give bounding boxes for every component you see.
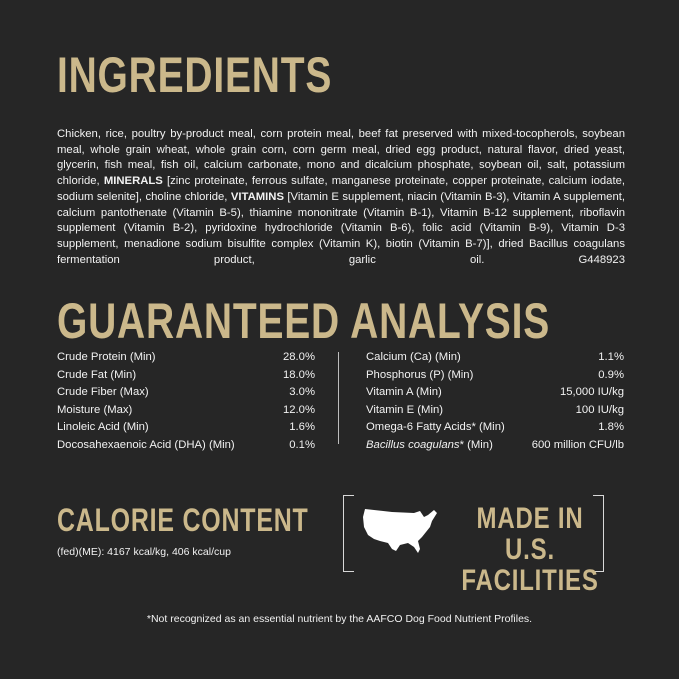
- badge-line-1: MADE IN U.S.: [476, 502, 584, 566]
- analysis-row: Linoleic Acid (Min) 1.6%: [57, 419, 315, 437]
- analysis-row: Crude Protein (Min) 28.0%: [57, 349, 315, 367]
- nutrient-label: Vitamin A (Min): [366, 386, 442, 399]
- nutrient-label: Crude Protein (Min): [57, 351, 156, 363]
- nutrient-value: 0.1%: [289, 438, 315, 451]
- ingredients-text: Chicken, rice, poultry by-product meal, …: [57, 127, 625, 268]
- analysis-right-column: Calcium (Ca) (Min) 1.1% Phosphorus (P) (M…: [366, 349, 624, 455]
- analysis-row: Omega-6 Fatty Acids* (Min) 1.8%: [366, 419, 624, 437]
- analysis-title: GUARANTEED ANALYSIS: [57, 293, 550, 349]
- analysis-left-column: Crude Protein (Min) 28.0% Crude Fat (Min)…: [57, 349, 315, 455]
- nutrient-value: 0.9%: [598, 368, 624, 381]
- nutrient-value: 1.8%: [598, 421, 624, 434]
- usa-map-icon: [363, 509, 437, 553]
- nutrient-label-italic: Bacillus coagulans: [366, 438, 460, 451]
- analysis-row: Phosphorus (P) (Min) 0.9%: [366, 367, 624, 385]
- nutrient-label: Moisture (Max): [57, 403, 133, 416]
- ingredients-part-1: Chicken, rice, poultry by-product meal, …: [57, 128, 625, 188]
- nutrient-value: 100 IU/kg: [575, 403, 624, 416]
- analysis-row: Docosahexaenoic Acid (DHA) (Min) 0.1%: [57, 437, 315, 455]
- footnote: *Not recognized as an essential nutrient…: [146, 613, 533, 625]
- ingredients-part-2: [zinc proteinate, ferrous sulfate, manga…: [57, 175, 625, 203]
- nutrient-label: Phosphorus (P) (Min): [366, 368, 474, 381]
- nutrient-label: Omega-6 Fatty Acids* (Min): [366, 421, 505, 434]
- minerals-label: MINERALS: [103, 175, 163, 188]
- nutrient-value: 15,000 IU/kg: [559, 386, 624, 399]
- nutrient-value: 18.0%: [282, 368, 315, 381]
- ingredients-part-3: [Vitamin E supplement, niacin (Vitamin B…: [57, 190, 626, 266]
- nutrient-value: 12.0%: [282, 403, 315, 416]
- vitamins-label: VITAMINS: [230, 190, 284, 203]
- nutrient-value: 1.1%: [598, 351, 624, 363]
- nutrient-label: Bacillus coagulans* (Min): [366, 437, 493, 455]
- nutrient-label: Calcium (Ca) (Min): [366, 351, 461, 363]
- bracket-left: [343, 495, 354, 572]
- nutrient-value: 1.6%: [289, 421, 315, 434]
- nutrient-label: Vitamin E (Min): [366, 403, 444, 416]
- analysis-row: Crude Fiber (Max) 3.0%: [57, 384, 315, 402]
- nutrient-value: 3.0%: [289, 386, 315, 399]
- analysis-row: Moisture (Max) 12.0%: [57, 402, 315, 420]
- calorie-text: (fed)(ME): 4167 kcal/kg, 406 kcal/cup: [57, 546, 231, 558]
- nutrient-label: Docosahexaenoic Acid (DHA) (Min): [57, 438, 235, 451]
- analysis-row: Calcium (Ca) (Min) 1.1%: [366, 349, 624, 367]
- analysis-row: Crude Fat (Min) 18.0%: [57, 367, 315, 385]
- bracket-right: [593, 495, 604, 572]
- calorie-title: CALORIE CONTENT: [57, 502, 309, 538]
- analysis-row: Vitamin A (Min) 15,000 IU/kg: [366, 384, 624, 402]
- column-divider: [338, 352, 339, 444]
- nutrient-label-suffix: * (Min): [459, 438, 493, 451]
- badge-line-2: FACILITIES: [461, 564, 599, 597]
- analysis-row: Bacillus coagulans* (Min) 600 million CFU…: [366, 437, 624, 455]
- made-in-usa-badge: MADE IN U.S. FACILITIES: [458, 503, 602, 596]
- nutrient-value: 28.0%: [282, 351, 315, 363]
- nutrient-value: 600 million CFU/lb: [531, 438, 624, 451]
- nutrient-label: Crude Fiber (Max): [57, 386, 149, 399]
- ingredients-title: INGREDIENTS: [57, 47, 333, 103]
- analysis-row: Vitamin E (Min) 100 IU/kg: [366, 402, 624, 420]
- nutrient-label: Linoleic Acid (Min): [57, 421, 149, 434]
- nutrient-label: Crude Fat (Min): [57, 368, 137, 381]
